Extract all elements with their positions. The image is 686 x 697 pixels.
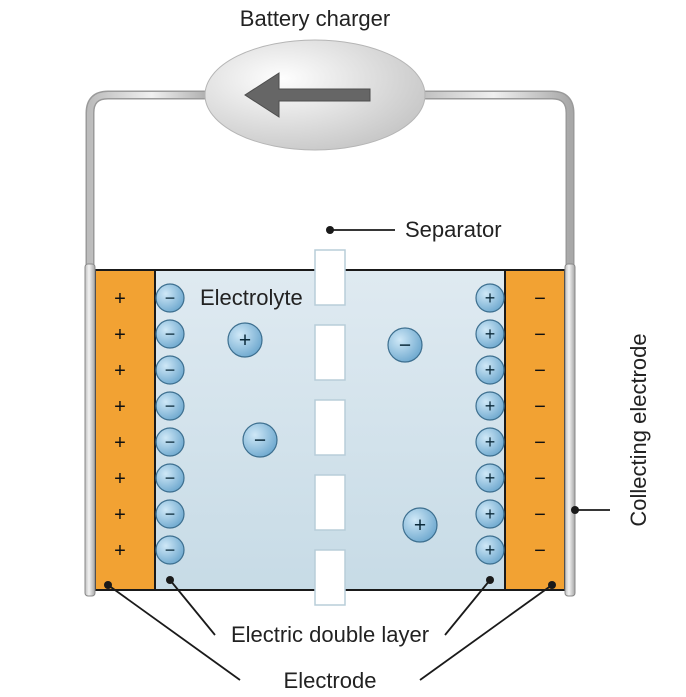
electrode-label: Electrode bbox=[284, 668, 377, 693]
separator-segment bbox=[315, 250, 345, 305]
right-electrode-charge-icon: − bbox=[534, 396, 546, 418]
right-electrode-charge-icon: − bbox=[534, 324, 546, 346]
left-electrode-charge-icon: + bbox=[114, 288, 126, 310]
battery-charger-label: Battery charger bbox=[240, 6, 390, 31]
electrode-right-leader-dot bbox=[548, 581, 556, 589]
separator-segment bbox=[315, 475, 345, 530]
electrode-right-leader bbox=[420, 585, 552, 680]
right-electrode-charge-icon: − bbox=[534, 432, 546, 454]
wire bbox=[90, 95, 213, 264]
right-double-layer-ion-sign: + bbox=[485, 432, 496, 452]
left-double-layer-ion-sign: − bbox=[165, 396, 176, 416]
right-double-layer-ion-sign: + bbox=[485, 540, 496, 560]
right-electrode-charge-icon: − bbox=[534, 288, 546, 310]
free-ion-sign: − bbox=[399, 334, 411, 357]
left-double-layer-ion-sign: − bbox=[165, 468, 176, 488]
electrode-left-leader bbox=[108, 585, 240, 680]
edl-label: Electric double layer bbox=[231, 622, 429, 647]
left-electrode-charge-icon: + bbox=[114, 396, 126, 418]
right-double-layer-ion-sign: + bbox=[485, 396, 496, 416]
left-double-layer-ion-sign: − bbox=[165, 288, 176, 308]
left-electrode-charge-icon: + bbox=[114, 324, 126, 346]
electrode-left-leader-dot bbox=[104, 581, 112, 589]
free-ion-sign: + bbox=[239, 329, 251, 352]
collecting-electrode-leader-dot bbox=[571, 506, 579, 514]
separator-segment bbox=[315, 400, 345, 455]
right-double-layer-ion-sign: + bbox=[485, 504, 496, 524]
right-double-layer-ion-sign: + bbox=[485, 468, 496, 488]
free-ion-sign: + bbox=[414, 514, 426, 537]
separator-segment bbox=[315, 550, 345, 605]
left-electrode-charge-icon: + bbox=[114, 360, 126, 382]
right-electrode-charge-icon: − bbox=[534, 504, 546, 526]
right-electrode-charge-icon: − bbox=[534, 360, 546, 382]
electrolyte-label: Electrolyte bbox=[200, 285, 303, 310]
edl-left-leader-dot bbox=[166, 576, 174, 584]
separator-leader-dot bbox=[326, 226, 334, 234]
free-ion-sign: − bbox=[254, 429, 266, 452]
right-double-layer-ion-sign: + bbox=[485, 288, 496, 308]
edl-right-leader-dot bbox=[486, 576, 494, 584]
left-double-layer-ion-sign: − bbox=[165, 504, 176, 524]
left-double-layer-ion-sign: − bbox=[165, 432, 176, 452]
left-electrode-charge-icon: + bbox=[114, 468, 126, 490]
left-electrode-charge-icon: + bbox=[114, 540, 126, 562]
separator-label: Separator bbox=[405, 217, 502, 242]
left-electrode-charge-icon: + bbox=[114, 432, 126, 454]
left-electrode-charge-icon: + bbox=[114, 504, 126, 526]
collecting-electrode-label: Collecting electrode bbox=[626, 333, 651, 526]
right-electrode-charge-icon: − bbox=[534, 468, 546, 490]
separator-segment bbox=[315, 325, 345, 380]
right-double-layer-ion-sign: + bbox=[485, 324, 496, 344]
wire-highlight bbox=[90, 95, 213, 264]
left-collecting-electrode bbox=[85, 264, 95, 596]
right-collecting-electrode bbox=[565, 264, 575, 596]
right-electrode-charge-icon: − bbox=[534, 540, 546, 562]
left-double-layer-ion-sign: − bbox=[165, 540, 176, 560]
right-double-layer-ion-sign: + bbox=[485, 360, 496, 380]
left-double-layer-ion-sign: − bbox=[165, 360, 176, 380]
left-double-layer-ion-sign: − bbox=[165, 324, 176, 344]
